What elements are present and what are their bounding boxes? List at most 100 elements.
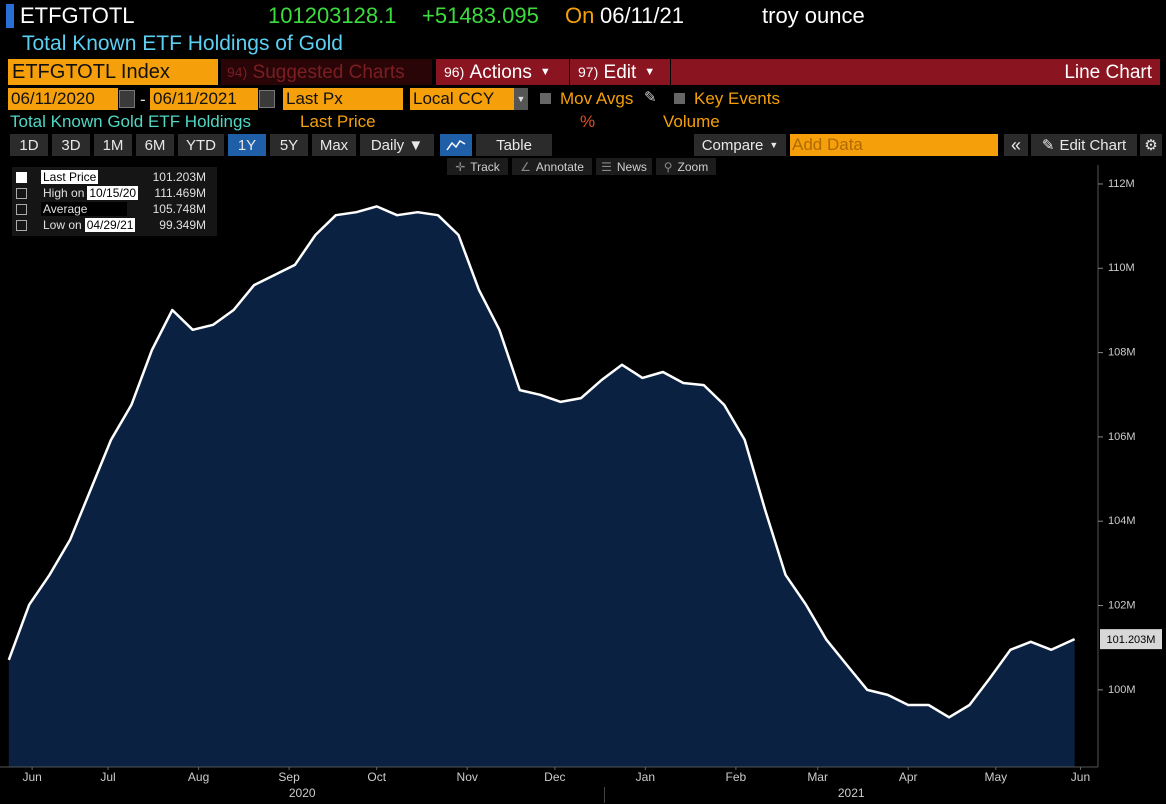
caret: ▼	[644, 65, 656, 78]
pencil-icon[interactable]: ✎	[644, 89, 657, 106]
legend-marker	[16, 187, 27, 199]
unit: troy ounce	[762, 3, 865, 28]
ticker: ETFGTOTL	[20, 3, 135, 28]
period-button[interactable]: 5Y	[270, 134, 308, 156]
label: Annotate	[535, 159, 584, 174]
legend-value: 111.469M	[154, 186, 206, 200]
label: Track	[470, 159, 500, 174]
legend-text: Low on	[43, 218, 82, 232]
menu-label: Suggested Charts	[252, 61, 405, 83]
legend-row: Average 105.748M	[16, 201, 212, 217]
calendar-icon[interactable]	[119, 90, 135, 108]
frequency[interactable]: Daily ▼	[360, 134, 434, 156]
pct-field: %	[580, 112, 596, 131]
settings-gear[interactable]: ⚙	[1140, 134, 1162, 156]
legend-marker	[16, 203, 27, 215]
legend-row: Last Price 101.203M	[16, 169, 212, 185]
menu-key: 96)	[444, 64, 465, 80]
menu-key: 97)	[578, 64, 599, 80]
x-tick-label: Aug	[188, 770, 209, 784]
legend-marker	[16, 171, 27, 183]
dropdown[interactable]: ▼	[514, 88, 528, 110]
x-tick-label: Sep	[278, 770, 300, 784]
checkbox[interactable]	[540, 93, 551, 104]
x-tick-label: Jun	[22, 770, 41, 784]
legend-value: 101.203M	[152, 170, 206, 184]
price: 101203128.1	[268, 3, 397, 28]
tool-button[interactable]: ∠ Annotate	[512, 158, 592, 175]
start-date[interactable]: 06/11/2020	[8, 88, 118, 110]
period-button[interactable]: 1Y	[228, 134, 266, 156]
period-button[interactable]: 1D	[10, 134, 48, 156]
series-name: Total Known Gold ETF Holdings	[10, 112, 251, 131]
date: 06/11/21	[600, 3, 685, 28]
currency-select[interactable]: Local CCY	[410, 88, 514, 110]
edit-chart[interactable]: ✎ Edit Chart	[1031, 134, 1137, 156]
x-tick-label: Oct	[367, 770, 386, 784]
x-tick-label: Jun	[1071, 770, 1090, 784]
y-tick-label: 110M	[1108, 262, 1135, 274]
label: Compare	[701, 136, 764, 154]
tool-button[interactable]: ⚲ Zoom	[656, 158, 716, 175]
legend-text: High on	[43, 186, 85, 200]
legend-text: Average	[43, 202, 88, 216]
tool-button[interactable]: ☰ News	[596, 158, 652, 175]
legend-value: 105.748M	[152, 202, 206, 216]
x-tick-label: Dec	[544, 770, 565, 784]
period-button[interactable]: 1M	[94, 134, 132, 156]
divider	[569, 59, 570, 85]
icon: ✎	[1041, 137, 1055, 154]
x-group-label: 2020	[289, 786, 316, 800]
collapse[interactable]: «	[1004, 134, 1028, 156]
period-button[interactable]: Max	[312, 134, 356, 156]
legend-date: 10/15/20	[87, 186, 139, 200]
y-tick-label: 112M	[1108, 178, 1135, 190]
x-tick-label: Jan	[636, 770, 655, 784]
period-button[interactable]: YTD	[178, 134, 224, 156]
x-group-label: 2021	[838, 786, 865, 800]
y-tick-label: 108M	[1108, 347, 1136, 359]
change: +51483.095	[422, 3, 539, 28]
suggested-charts[interactable]: 94) Suggested Charts	[221, 59, 432, 85]
period-button[interactable]: 3D	[52, 134, 90, 156]
tool-button[interactable]: ✛ Track	[447, 158, 508, 175]
icon: ∠	[520, 159, 531, 174]
on-label: On	[565, 3, 595, 28]
caret: ▼	[769, 140, 779, 150]
field-select[interactable]: Last Px	[283, 88, 403, 110]
chart-type: Line Chart	[1064, 62, 1152, 83]
icon: ⚲	[663, 159, 673, 174]
security-field[interactable]: ETFGTOTL Index	[8, 59, 218, 85]
chart-icon[interactable]	[440, 134, 472, 156]
period-button[interactable]: 6M	[136, 134, 174, 156]
compare-button[interactable]: Compare ▼	[694, 134, 786, 156]
edit-menu[interactable]: 97) Edit ▼	[574, 59, 670, 85]
value-tag-label: 101.203M	[1107, 634, 1156, 646]
y-tick-label: 104M	[1108, 515, 1136, 527]
label: Zoom	[677, 159, 709, 174]
calendar-icon[interactable]	[259, 90, 275, 108]
menu-label: Actions	[469, 61, 532, 83]
y-tick-label: 102M	[1108, 599, 1136, 611]
key-events: Key Events	[694, 89, 780, 108]
label: Edit Chart	[1059, 136, 1127, 154]
line	[7, 205, 1076, 719]
legend-row: Low on 04/29/21 99.349M	[16, 217, 212, 233]
label: News	[616, 159, 647, 174]
table-button[interactable]: Table	[476, 134, 552, 156]
description: Total Known ETF Holdings of Gold	[22, 32, 343, 55]
x-tick-label: Apr	[899, 770, 918, 784]
icon: ☰	[601, 159, 612, 174]
menu-key: 94)	[227, 64, 248, 80]
mov-avgs: Mov Avgs	[560, 89, 634, 108]
end-date[interactable]: 06/11/2021	[150, 88, 258, 110]
add-data[interactable]: Add Data	[790, 134, 998, 156]
volume-field: Volume	[663, 112, 720, 131]
x-tick-label: Mar	[807, 770, 828, 784]
x-tick-label: Jul	[100, 770, 115, 784]
actions-menu[interactable]: 96) Actions ▼	[440, 59, 568, 85]
legend-label: High on 10/15/20	[41, 186, 140, 200]
checkbox[interactable]	[674, 93, 685, 104]
